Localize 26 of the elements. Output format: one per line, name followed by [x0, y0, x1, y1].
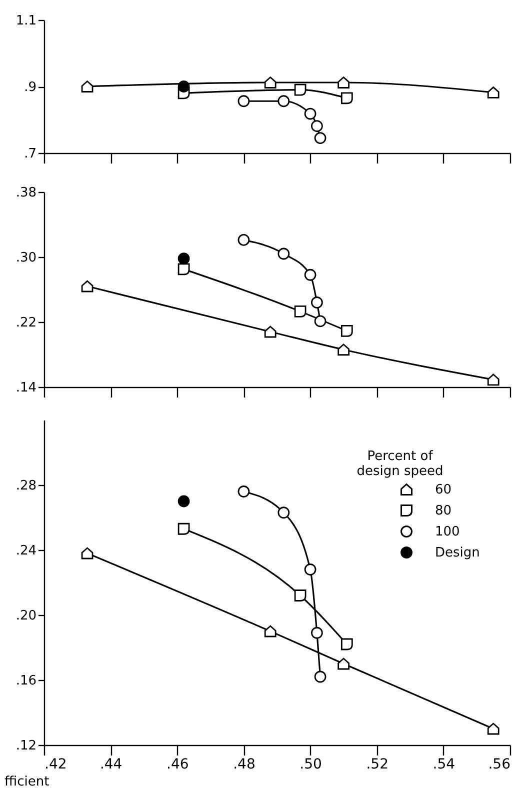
x-tick-label: .56 [488, 756, 511, 772]
x-tick-label: .44 [100, 756, 122, 772]
y-tick-label: .14 [16, 380, 36, 396]
x-tick-label: .48 [233, 756, 256, 772]
legend-label: 100 [435, 524, 460, 540]
legend-label: 60 [435, 482, 452, 498]
y-tick-label: .20 [16, 608, 36, 624]
y-tick-label: .24 [16, 544, 36, 558]
x-tick-label: .54 [432, 756, 456, 772]
y-tick-label: .28 [16, 478, 36, 494]
x-tick-label: .42 [44, 756, 67, 772]
x-tick-label: .46 [166, 756, 189, 772]
legend-label: 80 [435, 504, 452, 518]
y-tick-label: .16 [16, 674, 36, 688]
y-tick-label: .7 [24, 146, 36, 162]
x-tick-label: .50 [300, 756, 322, 772]
legend-title: Percent of design speed [356, 449, 444, 479]
y-tick-label: .38 [16, 186, 36, 200]
y-tick-label: .9 [24, 80, 36, 95]
x-axis-title: fficient [4, 774, 50, 790]
legend-label: Design [435, 546, 480, 560]
y-tick-label: 1.1 [16, 14, 36, 28]
y-tick-label: .22 [16, 316, 36, 330]
x-tick-label: .52 [366, 756, 388, 772]
y-tick-label: .30 [16, 250, 36, 266]
y-tick-label: .12 [16, 738, 36, 754]
